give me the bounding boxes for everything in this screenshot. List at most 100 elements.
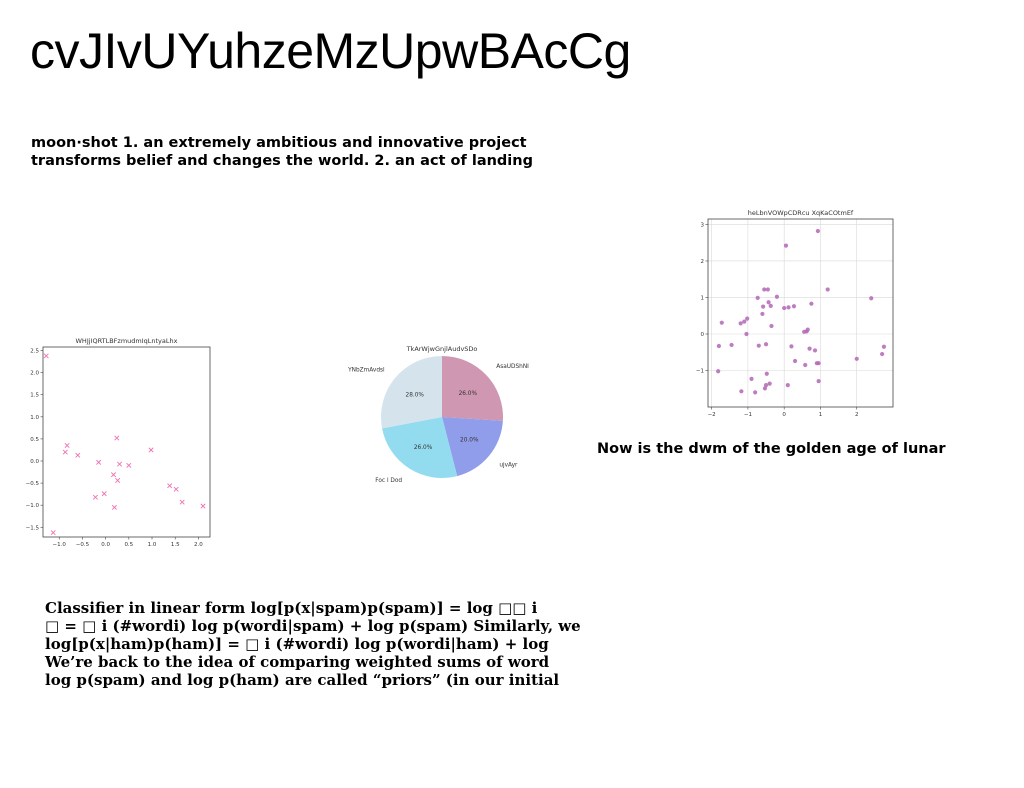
data-point (764, 371, 769, 376)
pie-slice-label: AsaUDShNI (496, 364, 529, 370)
pie-chart: TkArWjwGnjlAudvSDo 26.0% AsaUDShNI 20.0% ujv… (347, 345, 529, 484)
data-point (769, 323, 774, 329)
pie-slice-label: YNbZmAvdsl (347, 368, 385, 374)
y-tick-label: 1.5 (30, 393, 39, 399)
data-point (716, 343, 721, 349)
data-point (760, 311, 765, 317)
x-tick-label: −2 (708, 412, 716, 418)
data-point-stroke (126, 462, 132, 468)
data-point (50, 530, 56, 536)
data-point (763, 382, 769, 388)
dot-scatter-chart: heLbnVOWpCDRcu XqKaCOtmEf −2 −1 0 1 2 −1 0 1 2 3 (696, 209, 894, 418)
x-marker-scatter-chart: WHJjIQRTLBFzmudmIqLntyaLhx −1.0 −0.5 0.0 0.5… (26, 337, 211, 548)
data-point-stroke (111, 504, 117, 510)
moonshot-definition: moon·shot 1. an extremely ambitious and … (31, 134, 571, 170)
data-point (816, 361, 821, 366)
data-point-stroke (117, 461, 123, 467)
data-point-stroke (43, 353, 49, 359)
data-point (816, 378, 821, 384)
data-point-stroke (101, 491, 107, 497)
pie-value-label: 20.0% (460, 438, 479, 444)
data-point (114, 435, 120, 441)
data-point-stroke (64, 443, 70, 449)
data-point (786, 305, 791, 310)
data-point-stroke (200, 503, 206, 509)
data-point (738, 321, 743, 326)
pie-value-label: 26.0% (459, 391, 478, 397)
data-point (792, 358, 798, 364)
data-point (745, 316, 750, 321)
data-point (881, 344, 887, 349)
pie-slice-label: ujvAyr (499, 462, 518, 468)
data-point (749, 376, 754, 381)
y-tick-label: 2.5 (30, 349, 39, 355)
data-point-stroke (179, 499, 185, 505)
x-tick-label: 2.0 (194, 542, 203, 548)
y-tick-label: 0.5 (30, 437, 39, 443)
data-point (761, 304, 766, 309)
data-point (742, 319, 747, 324)
data-point (148, 447, 154, 453)
data-point (825, 287, 830, 292)
classifier-text: Classifier in linear form log[p(x|spam)p… (45, 599, 581, 689)
data-point (115, 477, 121, 483)
x-tick-label: 2 (855, 412, 859, 418)
pie-slice (442, 356, 503, 421)
data-point (126, 462, 132, 468)
data-point (765, 287, 770, 292)
data-point (92, 494, 98, 500)
data-point (809, 301, 814, 306)
data-point-stroke (50, 530, 56, 536)
y-tick-label: 0 (701, 332, 705, 338)
pie-slice (382, 417, 458, 478)
data-point (766, 300, 771, 305)
data-point-stroke (75, 452, 81, 458)
data-point (783, 243, 789, 248)
data-point (756, 343, 761, 348)
classifier-line: We’re back to the idea of comparing weig… (45, 653, 550, 671)
y-tick-label: 0.0 (30, 459, 39, 465)
data-point (101, 491, 107, 497)
data-point (762, 386, 768, 391)
y-tick-label: −0.5 (26, 481, 40, 487)
data-point (762, 287, 767, 292)
data-point (791, 304, 797, 309)
pie-slice (442, 417, 503, 477)
data-point (753, 390, 758, 395)
data-point (805, 327, 810, 332)
pie-value-label: 26.0% (414, 445, 433, 451)
y-tick-label: 1.0 (30, 415, 39, 421)
data-point (43, 353, 49, 359)
data-point (767, 381, 772, 386)
data-point (96, 459, 102, 465)
y-tick-label: 2.0 (30, 371, 39, 377)
data-point (880, 351, 885, 357)
data-point-stroke (96, 459, 102, 465)
plot-frame (42, 346, 211, 538)
data-point (774, 294, 780, 299)
data-point (789, 344, 794, 349)
data-point-stroke (148, 447, 154, 453)
data-point (62, 449, 68, 455)
data-point (807, 346, 812, 351)
data-point (763, 342, 769, 347)
data-point (117, 461, 123, 467)
data-point (768, 303, 773, 308)
data-point (167, 483, 173, 489)
x-tick-label: 1 (819, 412, 823, 418)
data-point (785, 382, 790, 388)
scatter-caption: Now is the dwm of the golden age of luna… (597, 441, 946, 457)
data-point (173, 486, 179, 492)
data-point-stroke (110, 472, 117, 478)
data-point (110, 472, 117, 478)
x-tick-label: 0 (782, 412, 786, 418)
data-point-stroke (173, 486, 179, 492)
data-point (716, 369, 721, 374)
chart-title: TkArWjwGnjlAudvSDo (406, 345, 478, 353)
chart-title: WHJjIQRTLBFzmudmIqLntyaLhx (76, 337, 178, 345)
data-point (869, 296, 874, 301)
classifier-line: log p(spam) and log p(ham) are called “p… (45, 671, 560, 689)
data-point (111, 504, 117, 510)
data-point (719, 320, 724, 325)
x-tick-label: 1.5 (171, 542, 180, 548)
